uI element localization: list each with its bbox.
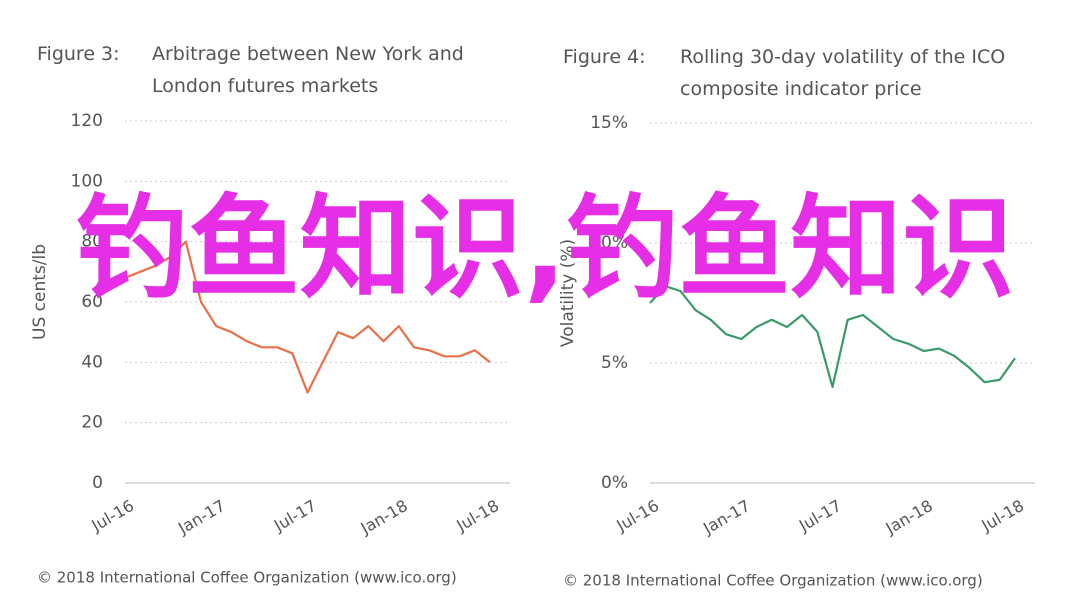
x-tick-label: Jul-17: [270, 496, 320, 536]
x-tick-label: Jul-16: [88, 496, 138, 536]
y-tick-label: 100: [71, 171, 103, 191]
y-tick-label: 40: [81, 352, 103, 372]
chart-title: Arbitrage between New York and London fu…: [152, 43, 464, 97]
overlay-text: 钓鱼知识,钓鱼知识: [75, 184, 1015, 314]
y-tick-label: 80: [81, 232, 103, 252]
line-series: [124, 240, 491, 394]
y-tick-label: 20: [81, 413, 103, 433]
source-note: © 2018 International Coffee Organization…: [37, 569, 457, 587]
y-tick-label: 5%: [601, 353, 628, 373]
y-axis-label: Volatility (%): [558, 239, 578, 347]
figure-label: Figure 4:: [563, 46, 646, 68]
line-series: [649, 285, 1016, 389]
x-tick-label: Jan-17: [174, 496, 228, 538]
x-tick-label: Jul-18: [978, 496, 1028, 536]
x-tick-label: Jul-18: [453, 496, 503, 536]
chart-title: Rolling 30-day volatility of the ICO com…: [680, 46, 1006, 100]
x-tick-label: Jul-17: [795, 496, 845, 536]
y-tick-label: 15%: [590, 113, 628, 133]
figure-label: Figure 3:: [37, 43, 120, 65]
y-tick-label: 120: [71, 111, 103, 131]
y-tick-label: 0: [92, 473, 103, 493]
x-tick-label: Jan-17: [699, 496, 753, 538]
x-tick-label: Jul-16: [613, 496, 663, 536]
x-tick-label: Jan-18: [882, 496, 936, 538]
y-tick-label: 0%: [601, 473, 628, 493]
x-tick-label: Jan-18: [357, 496, 411, 538]
y-axis-label: US cents/lb: [30, 244, 50, 340]
source-note: © 2018 International Coffee Organization…: [563, 572, 983, 590]
y-tick-label: 60: [81, 292, 103, 312]
y-tick-label: 10%: [590, 233, 628, 253]
